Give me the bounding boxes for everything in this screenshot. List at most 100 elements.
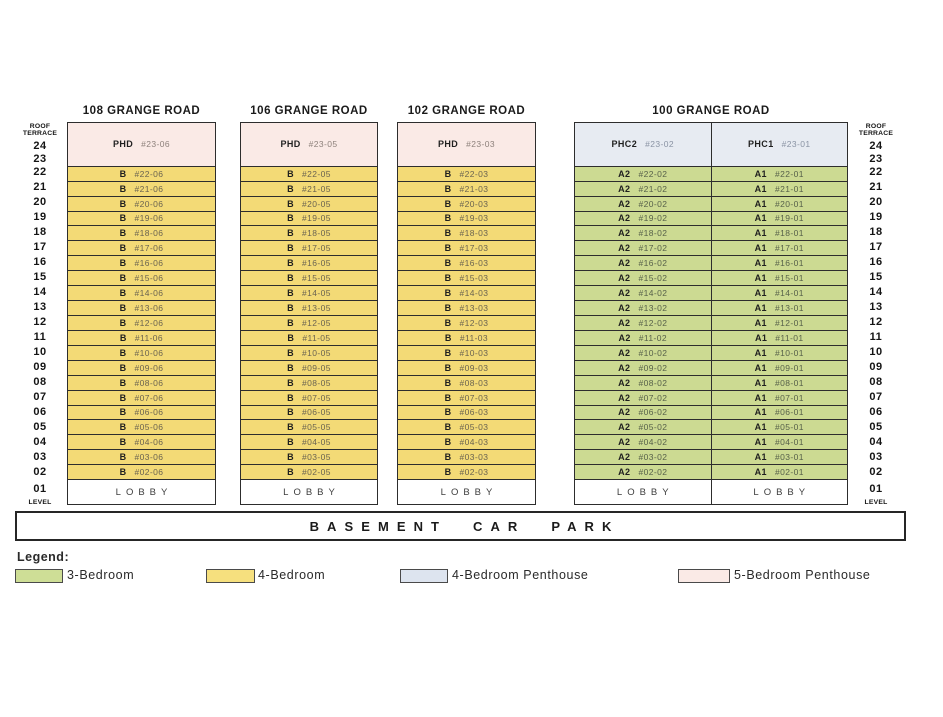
floor-label: 21 <box>33 181 47 193</box>
unit-cell: A2 #06-02 <box>575 404 711 420</box>
unit-type-label: B <box>444 422 452 433</box>
unit-number-label: #23-03 <box>466 139 496 150</box>
unit-number-label: #08-02 <box>638 377 668 388</box>
unit-number-label: #17-02 <box>638 243 668 254</box>
unit-type-label: B <box>287 288 295 299</box>
unit-type-label: B <box>287 183 295 194</box>
floor-label: 07 <box>869 391 883 403</box>
unit-type-label: A1 <box>754 437 767 448</box>
unit-number-label: #11-03 <box>459 332 489 343</box>
unit-type-label: A2 <box>618 362 631 373</box>
unit-cell: A1 #08-01 <box>711 374 847 390</box>
roof-terrace-label: ROOF <box>865 123 887 130</box>
unit-number-label: #22-02 <box>638 168 668 179</box>
unit-type-label: B <box>287 168 295 179</box>
floor-label: 10 <box>869 346 883 358</box>
unit-number-label: #03-01 <box>774 452 804 463</box>
unit-number-label: #11-05 <box>302 332 331 343</box>
unit-type-label: B <box>119 317 127 328</box>
unit-cell: A2 #09-02 <box>575 359 711 375</box>
unit-type-label: A1 <box>754 422 767 433</box>
unit-type-label: A2 <box>618 377 631 388</box>
unit-number-label: #14-05 <box>302 288 331 299</box>
floor-label: 17 <box>869 241 883 253</box>
unit-cell: A2 #17-02 <box>575 240 711 256</box>
floor-label: 16 <box>33 256 47 268</box>
penthouse-cell: PHD #23-05 <box>241 123 377 166</box>
unit-cell: A1 #14-01 <box>711 285 847 301</box>
legend-item-label: 4-Bedroom Penthouse <box>452 568 589 582</box>
unit-cell: B #13-05 <box>241 300 377 315</box>
unit-cell: A2 #13-02 <box>575 300 711 315</box>
unit-number-label: #18-02 <box>638 228 668 239</box>
legend-title: Legend: <box>17 550 70 564</box>
unit-type-label: B <box>119 303 127 314</box>
unit-type-label: PHC1 <box>748 139 774 150</box>
floor-label: 24 <box>869 140 883 152</box>
unit-type-label: B <box>119 213 127 224</box>
unit-number-label: #11-02 <box>638 332 668 343</box>
unit-type-label: A2 <box>618 332 631 343</box>
unit-cell: A2 #10-02 <box>575 344 711 360</box>
level-01-label: 01 <box>33 483 47 495</box>
floor-label: 13 <box>33 301 47 313</box>
unit-number-label: #15-05 <box>302 273 331 284</box>
unit-cell: A2 #16-02 <box>575 255 711 271</box>
unit-number-label: #08-03 <box>459 377 489 388</box>
roof-terrace-label: TERRACE <box>858 130 894 137</box>
unit-cell: B #15-05 <box>241 270 377 286</box>
floor-label: 03 <box>869 451 883 463</box>
unit-type-label: PHD <box>112 139 134 150</box>
unit-cell: B #14-05 <box>241 285 377 301</box>
tower-header: 100 GRANGE ROAD <box>652 105 770 117</box>
unit-type-label: B <box>444 467 452 478</box>
unit-number-label: #05-03 <box>459 422 489 433</box>
unit-number-label: #04-05 <box>302 437 331 448</box>
unit-number-label: #19-03 <box>459 213 489 224</box>
level-01-label: 01 <box>869 483 883 495</box>
unit-cell: B #19-03 <box>398 210 535 226</box>
unit-number-label: #17-06 <box>134 243 164 254</box>
unit-type-label: B <box>119 258 127 269</box>
unit-type-label: B <box>119 243 127 254</box>
unit-type-label: A2 <box>618 392 631 403</box>
unit-number-label: #17-01 <box>774 243 804 254</box>
unit-number-label: #19-05 <box>302 213 331 224</box>
unit-cell: B #16-06 <box>68 255 215 271</box>
unit-type-label: B <box>119 332 127 343</box>
unit-number-label: #19-01 <box>774 213 804 224</box>
unit-number-label: #20-05 <box>302 198 331 209</box>
unit-cell: B #10-05 <box>241 344 377 360</box>
unit-cell: B #21-05 <box>241 180 377 196</box>
unit-type-label: B <box>444 243 452 254</box>
unit-cell: A1 #12-01 <box>711 314 847 330</box>
unit-cell: B #20-06 <box>68 195 215 211</box>
unit-cell: A1 #07-01 <box>711 389 847 405</box>
tower-header: 108 GRANGE ROAD <box>82 105 201 117</box>
unit-number-label: #05-06 <box>134 422 164 433</box>
unit-cell: B #07-03 <box>398 389 535 405</box>
basement-car-park-bar: BASEMENT CAR PARK <box>15 511 906 541</box>
unit-number-label: #17-05 <box>302 243 331 254</box>
unit-type-label: B <box>287 452 295 463</box>
unit-type-label: PHD <box>280 139 301 150</box>
floor-label: 18 <box>869 226 883 238</box>
unit-type-label: B <box>287 407 295 418</box>
unit-type-label: A2 <box>618 243 631 254</box>
unit-number-label: #04-01 <box>774 437 804 448</box>
unit-number-label: #15-02 <box>638 273 668 284</box>
unit-cell: B #16-05 <box>241 255 377 271</box>
unit-type-label: B <box>287 467 295 478</box>
unit-number-label: #20-06 <box>134 198 164 209</box>
roof-terrace-label: TERRACE <box>22 130 58 137</box>
tower-column: PHD #23-03 B #22-03 B #21-03 B #20-03 B #19-03 B #1… <box>398 123 535 504</box>
unit-type-label: A2 <box>618 198 631 209</box>
unit-number-label: #19-02 <box>638 213 668 224</box>
unit-number-label: #09-05 <box>302 362 331 373</box>
unit-cell: A1 #20-01 <box>711 195 847 211</box>
unit-type-label: B <box>119 407 127 418</box>
unit-type-label: B <box>287 303 295 314</box>
unit-number-label: #19-06 <box>134 213 164 224</box>
unit-number-label: #08-01 <box>774 377 804 388</box>
lobby-label: LOBBY <box>115 486 173 498</box>
